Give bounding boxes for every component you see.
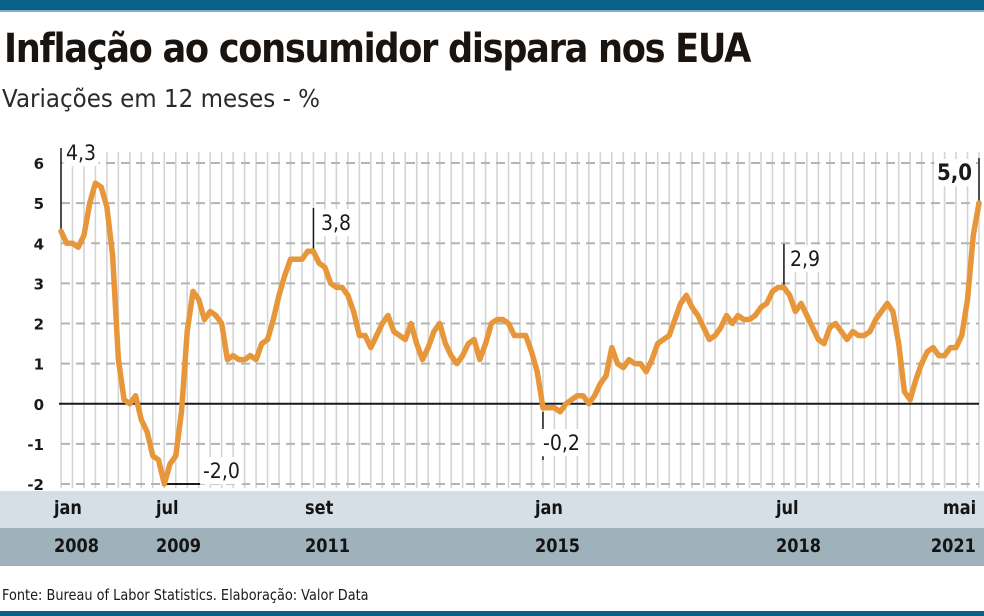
annotation-labels: 4,3 -2,0 3,8 -0,2 2,9 5,0	[63, 139, 975, 485]
year-axis-band	[0, 528, 984, 566]
annotation-label-bg	[934, 159, 975, 187]
x-tick-month: jan	[534, 497, 563, 519]
annotation-label-bg	[540, 429, 583, 457]
footer-bar	[0, 611, 984, 616]
x-tick-year: 2009	[156, 535, 202, 557]
annotation-label: -2,0	[203, 458, 240, 483]
vertical-gridlines	[60, 152, 980, 488]
y-tick-label: 2	[34, 316, 44, 334]
x-tick-month: jan	[54, 497, 82, 519]
chart-subtitle: Variações em 12 meses - %	[2, 84, 321, 113]
source-note: Fonte: Bureau of Labor Statistics. Elabo…	[2, 586, 369, 604]
annotation-label: -0,2	[543, 430, 580, 455]
y-axis-ticks: 6 5 4 3 2 1 0 -1 -2	[27, 155, 44, 492]
annotation-label-bg	[63, 139, 99, 167]
y-tick-label: 0	[34, 396, 44, 414]
x-tick-month: mai	[942, 497, 976, 519]
annotation-label-bg	[787, 245, 823, 273]
x-tick-year: 2015	[534, 535, 580, 557]
x-tick-month: jul	[156, 497, 179, 519]
annotation-label: 3,8	[321, 210, 351, 235]
x-tick-month: set	[305, 497, 334, 519]
annotation-label: 5,0	[937, 160, 972, 185]
y-tick-label: 3	[34, 275, 44, 293]
x-tick-year: 2011	[305, 535, 351, 557]
annotation-label-bg	[318, 209, 354, 237]
x-tick-year: 2008	[54, 535, 99, 557]
annotation-label-bg	[200, 457, 243, 485]
y-tick-label: 6	[34, 155, 44, 173]
chart-title: Inflação ao consumidor dispara nos EUA	[4, 26, 751, 72]
y-tick-label: 4	[34, 235, 44, 253]
x-tick-month: jul	[775, 497, 799, 519]
month-axis-band	[0, 491, 984, 528]
annotation-label: 2,9	[790, 246, 820, 271]
header-bar	[0, 0, 984, 12]
line-chart: 6 5 4 3 2 1 0 -1 -2 4,3 -2,0 3,8 -0,2 2,9 5,0	[27, 139, 982, 492]
y-tick-label: 1	[34, 356, 44, 374]
x-tick-year: 2021	[931, 535, 976, 557]
y-tick-label: 5	[34, 195, 44, 213]
y-tick-label: -1	[27, 436, 44, 454]
series-points	[60, 182, 980, 485]
annotation-label: 4,3	[66, 140, 96, 165]
x-tick-year: 2018	[775, 535, 821, 557]
y-tick-label: -2	[27, 476, 44, 492]
